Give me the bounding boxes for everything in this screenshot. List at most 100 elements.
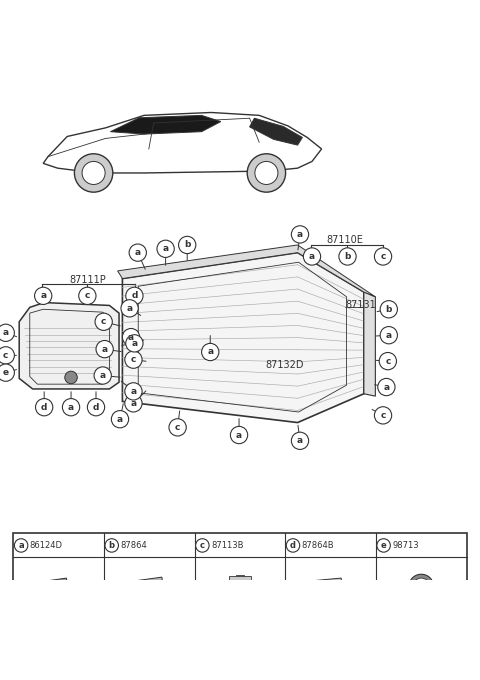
Circle shape bbox=[303, 248, 321, 265]
Text: c: c bbox=[175, 423, 180, 432]
Circle shape bbox=[82, 161, 105, 184]
Text: e: e bbox=[3, 368, 9, 377]
Circle shape bbox=[230, 426, 248, 443]
Text: a: a bbox=[297, 437, 303, 445]
Circle shape bbox=[377, 539, 390, 552]
Circle shape bbox=[157, 240, 174, 258]
Circle shape bbox=[96, 341, 113, 358]
Text: c: c bbox=[200, 541, 205, 550]
Circle shape bbox=[95, 313, 112, 330]
Circle shape bbox=[0, 347, 14, 364]
Circle shape bbox=[62, 398, 80, 416]
Circle shape bbox=[286, 539, 300, 552]
Text: a: a bbox=[100, 371, 106, 380]
Circle shape bbox=[380, 326, 397, 344]
Circle shape bbox=[247, 154, 286, 192]
Circle shape bbox=[196, 539, 209, 552]
Circle shape bbox=[14, 539, 28, 552]
Text: 87864B: 87864B bbox=[301, 541, 334, 550]
Text: a: a bbox=[309, 252, 315, 261]
Text: a: a bbox=[131, 387, 136, 396]
Text: c: c bbox=[380, 411, 386, 420]
Circle shape bbox=[379, 352, 396, 370]
Circle shape bbox=[374, 248, 392, 265]
Text: a: a bbox=[132, 339, 137, 348]
Circle shape bbox=[409, 574, 434, 599]
Circle shape bbox=[74, 154, 113, 192]
Circle shape bbox=[125, 351, 142, 369]
Circle shape bbox=[87, 398, 105, 416]
Text: c: c bbox=[101, 318, 107, 326]
Circle shape bbox=[126, 287, 143, 305]
Circle shape bbox=[374, 407, 392, 424]
Circle shape bbox=[111, 411, 129, 428]
Text: d: d bbox=[131, 291, 138, 301]
Bar bbox=[236, 575, 244, 590]
Text: e: e bbox=[381, 541, 386, 550]
Text: 87132D: 87132D bbox=[265, 360, 303, 371]
Text: a: a bbox=[68, 403, 74, 411]
Circle shape bbox=[0, 324, 14, 341]
Polygon shape bbox=[110, 116, 221, 134]
Text: b: b bbox=[344, 252, 351, 261]
Text: d: d bbox=[290, 541, 296, 550]
Circle shape bbox=[129, 244, 146, 261]
Bar bbox=[13, 533, 467, 615]
Text: a: a bbox=[102, 345, 108, 354]
Text: 87131: 87131 bbox=[346, 301, 376, 311]
Circle shape bbox=[35, 287, 52, 305]
Polygon shape bbox=[118, 245, 375, 296]
Text: b: b bbox=[184, 241, 191, 250]
Circle shape bbox=[378, 378, 395, 396]
Text: 87111P: 87111P bbox=[69, 275, 106, 284]
Circle shape bbox=[79, 287, 96, 305]
Circle shape bbox=[121, 300, 138, 317]
Text: 87113B: 87113B bbox=[211, 541, 243, 550]
Text: c: c bbox=[380, 252, 386, 261]
Circle shape bbox=[413, 578, 430, 596]
Circle shape bbox=[417, 582, 426, 592]
Text: c: c bbox=[385, 356, 391, 366]
Polygon shape bbox=[364, 292, 375, 396]
Circle shape bbox=[169, 419, 186, 436]
Polygon shape bbox=[127, 577, 164, 596]
Text: a: a bbox=[384, 383, 389, 392]
Text: a: a bbox=[386, 330, 392, 340]
Circle shape bbox=[339, 248, 356, 265]
Text: d: d bbox=[41, 403, 48, 411]
Text: 87864: 87864 bbox=[120, 541, 147, 550]
Text: 87110E: 87110E bbox=[326, 235, 363, 245]
Bar bbox=[232, 590, 248, 597]
Text: a: a bbox=[163, 244, 168, 253]
Circle shape bbox=[94, 367, 111, 384]
Circle shape bbox=[36, 398, 53, 416]
Text: d: d bbox=[93, 403, 99, 411]
Circle shape bbox=[125, 394, 142, 412]
Text: b: b bbox=[109, 541, 115, 550]
Circle shape bbox=[105, 539, 119, 552]
Polygon shape bbox=[39, 578, 68, 594]
Circle shape bbox=[202, 343, 219, 360]
Text: a: a bbox=[40, 291, 46, 301]
Circle shape bbox=[380, 301, 397, 318]
Circle shape bbox=[65, 371, 77, 384]
Text: a: a bbox=[18, 541, 24, 550]
Text: a: a bbox=[128, 333, 134, 341]
Bar bbox=[229, 576, 251, 582]
Polygon shape bbox=[122, 253, 364, 422]
Circle shape bbox=[122, 328, 140, 345]
Circle shape bbox=[125, 383, 142, 400]
Text: c: c bbox=[3, 351, 9, 360]
Circle shape bbox=[291, 432, 309, 449]
Polygon shape bbox=[311, 581, 315, 588]
Text: a: a bbox=[3, 328, 9, 337]
Text: a: a bbox=[131, 399, 136, 408]
Text: a: a bbox=[297, 230, 303, 239]
Polygon shape bbox=[315, 578, 342, 592]
Circle shape bbox=[255, 161, 278, 184]
Text: c: c bbox=[131, 355, 136, 364]
Circle shape bbox=[126, 335, 143, 352]
Text: b: b bbox=[385, 305, 392, 313]
Circle shape bbox=[291, 226, 309, 243]
Text: 98713: 98713 bbox=[392, 541, 419, 550]
